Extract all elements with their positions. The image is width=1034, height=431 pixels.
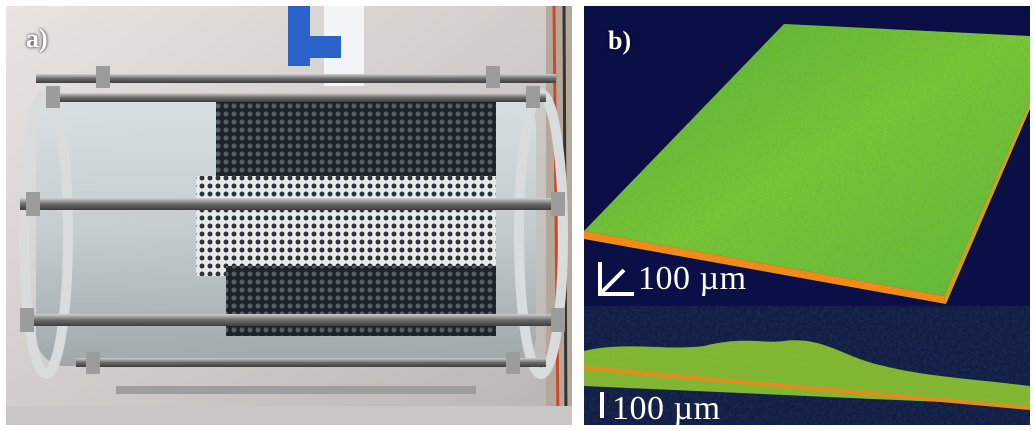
biofilm-render <box>584 6 1030 425</box>
valve-icon <box>288 6 364 86</box>
threaded-rod <box>20 314 565 326</box>
panel-label-a: a) <box>26 24 48 53</box>
substrate-edge <box>584 231 946 304</box>
threaded-rod <box>76 358 546 367</box>
reactor-photo <box>6 6 572 425</box>
scale-label-bottom: 100 µm <box>612 390 721 425</box>
electrode-top <box>216 101 496 181</box>
reactor-photo-panel: a) <box>6 6 572 425</box>
biofilm-confocal-panel: b) 100 µm 100 µm <box>584 6 1030 425</box>
threaded-rod <box>46 93 546 102</box>
panel-label-b: b) <box>608 26 632 55</box>
electrode-middle <box>196 176 496 276</box>
scale-bar-icon <box>600 392 604 418</box>
threaded-rod <box>36 74 556 83</box>
threaded-rod <box>20 198 565 210</box>
scale-arrow-icon <box>598 262 634 296</box>
scale-label-top: 100 µm <box>638 260 747 297</box>
